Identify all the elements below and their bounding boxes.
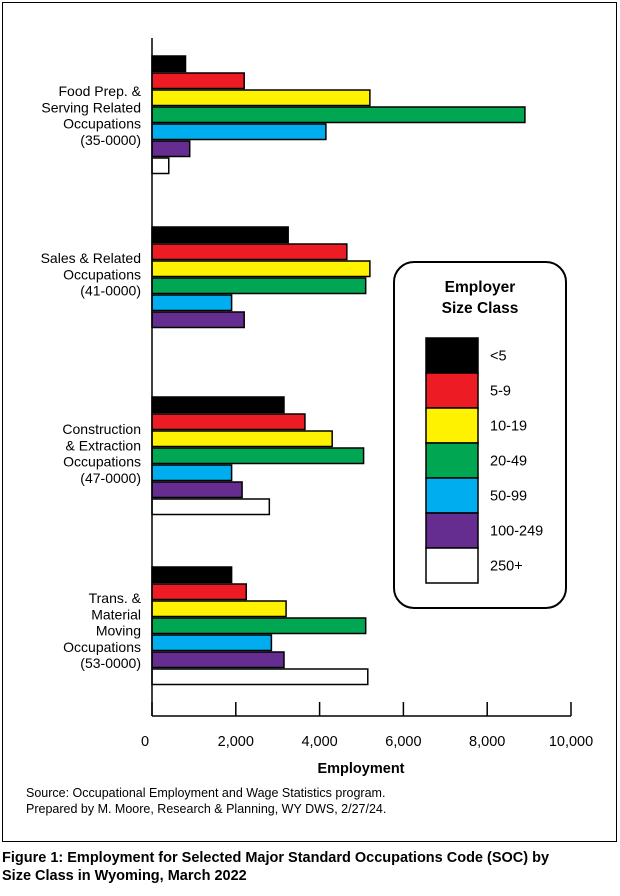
source-line-1: Source: Occupational Employment and Wage… [26, 786, 386, 800]
legend-swatch-5099 [425, 477, 479, 514]
legend-swatch-250 [425, 547, 479, 584]
caption-line-2: Size Class in Wyoming, March 2022 [2, 868, 247, 884]
x-tick-label-0: 0 [141, 734, 149, 750]
bar-100249-group-1 [151, 140, 191, 158]
legend-swatch-2049 [425, 442, 479, 479]
legend-label-5: <5 [490, 349, 507, 365]
category-label-line: Occupations [63, 639, 141, 655]
bar-5099-group-3 [151, 464, 233, 482]
legend-swatch-5 [425, 337, 479, 374]
category-label-line: Occupations [63, 454, 141, 470]
bar-1019-group-1 [151, 89, 371, 107]
legend-label-1019: 10-19 [490, 419, 527, 435]
category-label-2: Sales & Related Occupations (41-0000) [41, 250, 141, 299]
legend-label-100249: 100-249 [490, 524, 543, 540]
x-tick-label-1: 2,000 [218, 734, 254, 750]
bar-2049-group-2 [151, 277, 367, 295]
bar-5099-group-2 [151, 294, 233, 312]
bar-5099-group-4 [151, 634, 273, 652]
category-label-line: & Extraction [66, 437, 141, 453]
legend-label-2049: 20-49 [490, 454, 527, 470]
x-tick-label-5: 10,000 [549, 734, 593, 750]
x-tick-label-4: 8,000 [469, 734, 505, 750]
figure-frame [2, 2, 617, 842]
bar-1019-group-2 [151, 260, 371, 278]
legend-label-59: 5-9 [490, 384, 511, 400]
bar-5099-group-1 [151, 123, 327, 141]
category-label-line: Trans. & [89, 590, 142, 606]
bar-59-group-2 [151, 243, 348, 261]
category-label-line: Moving [96, 623, 141, 639]
bar-5-group-3 [151, 396, 285, 414]
category-label-line: (53-0000) [80, 655, 141, 671]
bar-1019-group-3 [151, 430, 333, 448]
x-tick-label-3: 6,000 [385, 734, 421, 750]
category-label-line: Occupations [63, 116, 141, 132]
category-label-line: Serving Related [41, 99, 141, 115]
category-label-line: (41-0000) [80, 283, 141, 299]
category-label-line: Occupations [63, 266, 141, 282]
category-label-line: Material [91, 606, 141, 622]
legend-swatch-100249 [425, 512, 479, 549]
legend-title-line-1: Employer [445, 279, 516, 296]
category-label-4: Trans. & Material Moving Occupations (53-000… [63, 590, 141, 671]
category-label-line: Food Prep. & [59, 83, 142, 99]
bar-5-group-4 [151, 566, 233, 584]
category-label-line: Sales & Related [41, 250, 141, 266]
category-label-3: Construction & Extraction Occupations (47-0… [62, 421, 141, 486]
bar-2049-group-3 [151, 447, 365, 465]
bar-2049-group-4 [151, 617, 367, 635]
legend-label-250: 250+ [490, 559, 523, 575]
bar-59-group-1 [151, 72, 245, 90]
bar-59-group-4 [151, 583, 248, 601]
category-label-line: Construction [62, 421, 141, 437]
bar-100249-group-4 [151, 651, 285, 669]
legend-title-line-2: Size Class [442, 300, 519, 317]
category-label-line: (47-0000) [80, 470, 141, 486]
bar-chart: 0 2,000 4,000 6,000 8,000 10,000 Employment Foo… [41, 38, 593, 777]
bar-100249-group-3 [151, 481, 243, 499]
bar-59-group-3 [151, 413, 306, 431]
legend-label-5099: 50-99 [490, 489, 527, 505]
bar-250-group-1 [151, 157, 170, 175]
bar-5-group-2 [151, 226, 289, 244]
x-axis-title: Employment [317, 761, 404, 777]
bar-100249-group-2 [151, 311, 245, 329]
bar-2049-group-1 [151, 106, 526, 124]
caption-line-1: Figure 1: Employment for Selected Major … [2, 850, 550, 866]
legend-swatch-1019 [425, 407, 479, 444]
bar-5-group-1 [151, 55, 187, 73]
bar-250-group-4 [151, 668, 369, 686]
category-label-line: (35-0000) [80, 132, 141, 148]
bar-1019-group-4 [151, 600, 287, 618]
source-line-2: Prepared by M. Moore, Research & Plannin… [26, 802, 387, 816]
figure-caption: Figure 1: Employment for Selected Major … [2, 849, 614, 885]
legend-swatch-59 [425, 372, 479, 409]
x-tick-label-2: 4,000 [301, 734, 337, 750]
bar-250-group-3 [151, 498, 271, 516]
category-label-1: Food Prep. & Serving Related Occupations (3… [41, 83, 141, 148]
